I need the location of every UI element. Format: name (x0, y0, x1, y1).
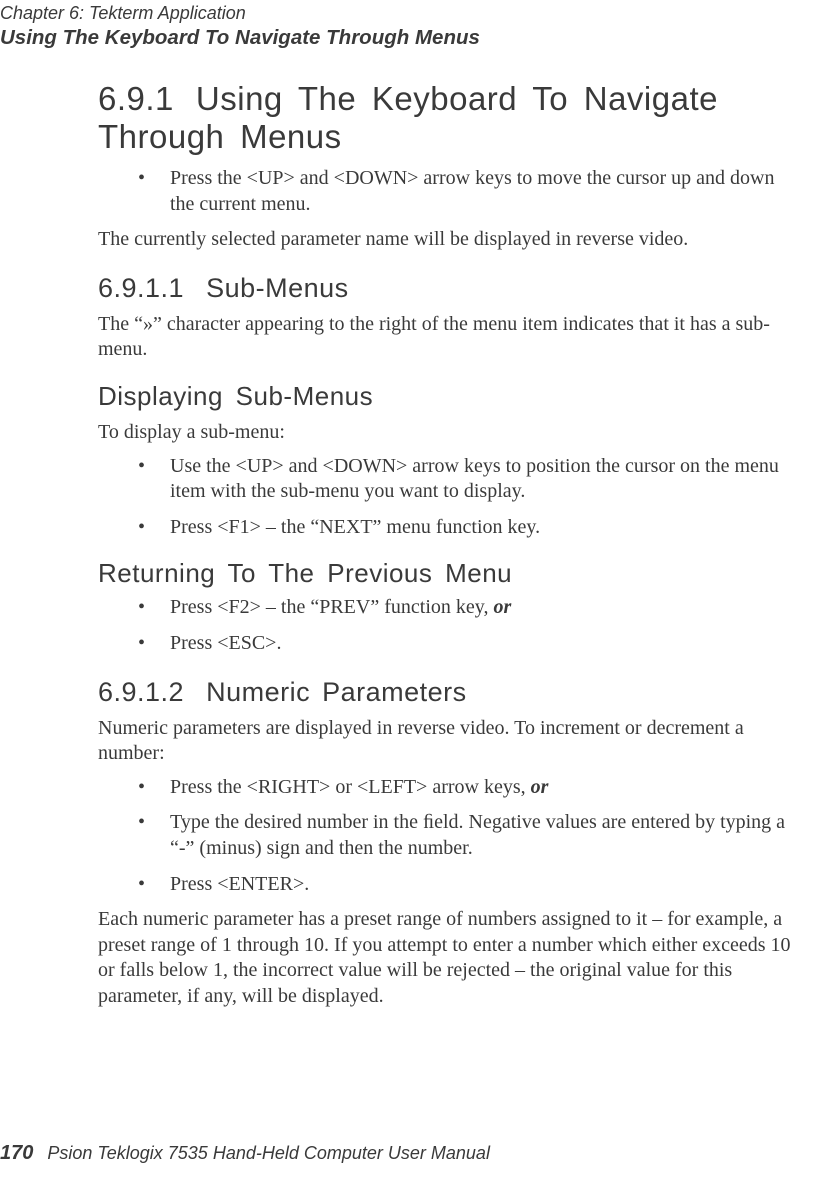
heading-6-9-1-1: 6.9.1.1 Sub-Menus (98, 273, 793, 304)
bullet-list: Press the <RIGHT> or <LEFT> arrow keys, … (98, 775, 793, 897)
bullet-list: Use the <UP> and <DOWN> arrow keys to po… (98, 454, 793, 541)
paragraph: Numeric parameters are displayed in reve… (98, 716, 793, 767)
heading-title: Sub-Menus (206, 273, 349, 303)
heading-displaying-submenus: Displaying Sub-Menus (98, 381, 793, 412)
paragraph: Each numeric parameter has a preset rang… (98, 907, 793, 1009)
bullet-item: Press <F2> – the “PREV” function key, or (98, 595, 793, 621)
page-number: 170 (0, 1142, 33, 1164)
manual-title: Psion Teklogix 7535 Hand-Held Computer U… (47, 1143, 490, 1163)
bullet-list: Press the <UP> and <DOWN> arrow keys to … (98, 166, 793, 217)
bullet-or: or (531, 776, 549, 798)
paragraph: The “»” character appearing to the right… (98, 312, 793, 363)
running-head-section: Using The Keyboard To Navigate Through M… (0, 25, 480, 51)
heading-number: 6.9.1.2 (98, 677, 184, 707)
bullet-item: Use the <UP> and <DOWN> arrow keys to po… (98, 454, 793, 505)
bullet-text: Press <F2> – the “PREV” function key, (170, 596, 493, 618)
bullet-or: or (493, 596, 511, 618)
page: Chapter 6: Tekterm Application Using The… (0, 0, 827, 1197)
bullet-list: Press <F2> – the “PREV” function key, or… (98, 595, 793, 656)
paragraph: The currently selected parameter name wi… (98, 227, 793, 253)
bullet-item: Press the <RIGHT> or <LEFT> arrow keys, … (98, 775, 793, 801)
running-head-chapter: Chapter 6: Tekterm Application (0, 2, 480, 25)
heading-returning-previous: Returning To The Previous Menu (98, 558, 793, 589)
bullet-item: Press <F1> – the “NEXT” menu function ke… (98, 515, 793, 541)
bullet-text: Press the <RIGHT> or <LEFT> arrow keys, (170, 776, 531, 798)
heading-number: 6.9.1 (98, 80, 174, 117)
content: 6.9.1Using The Keyboard To Navigate Thro… (98, 80, 793, 1017)
bullet-item: Press the <UP> and <DOWN> arrow keys to … (98, 166, 793, 217)
bullet-item: Type the desired number in the ﬁeld. Neg… (98, 810, 793, 861)
heading-6-9-1: 6.9.1Using The Keyboard To Navigate Thro… (98, 80, 793, 156)
bullet-item: Press <ESC>. (98, 631, 793, 657)
heading-title: Using The Keyboard To Navigate Through M… (98, 80, 718, 155)
heading-6-9-1-2: 6.9.1.2 Numeric Parameters (98, 677, 793, 708)
footer: 170 Psion Teklogix 7535 Hand-Held Compute… (0, 1142, 490, 1165)
heading-number: 6.9.1.1 (98, 273, 184, 303)
paragraph: To display a sub-menu: (98, 420, 793, 446)
bullet-item: Press <ENTER>. (98, 872, 793, 898)
heading-title: Numeric Parameters (206, 677, 467, 707)
running-head: Chapter 6: Tekterm Application Using The… (0, 2, 480, 50)
